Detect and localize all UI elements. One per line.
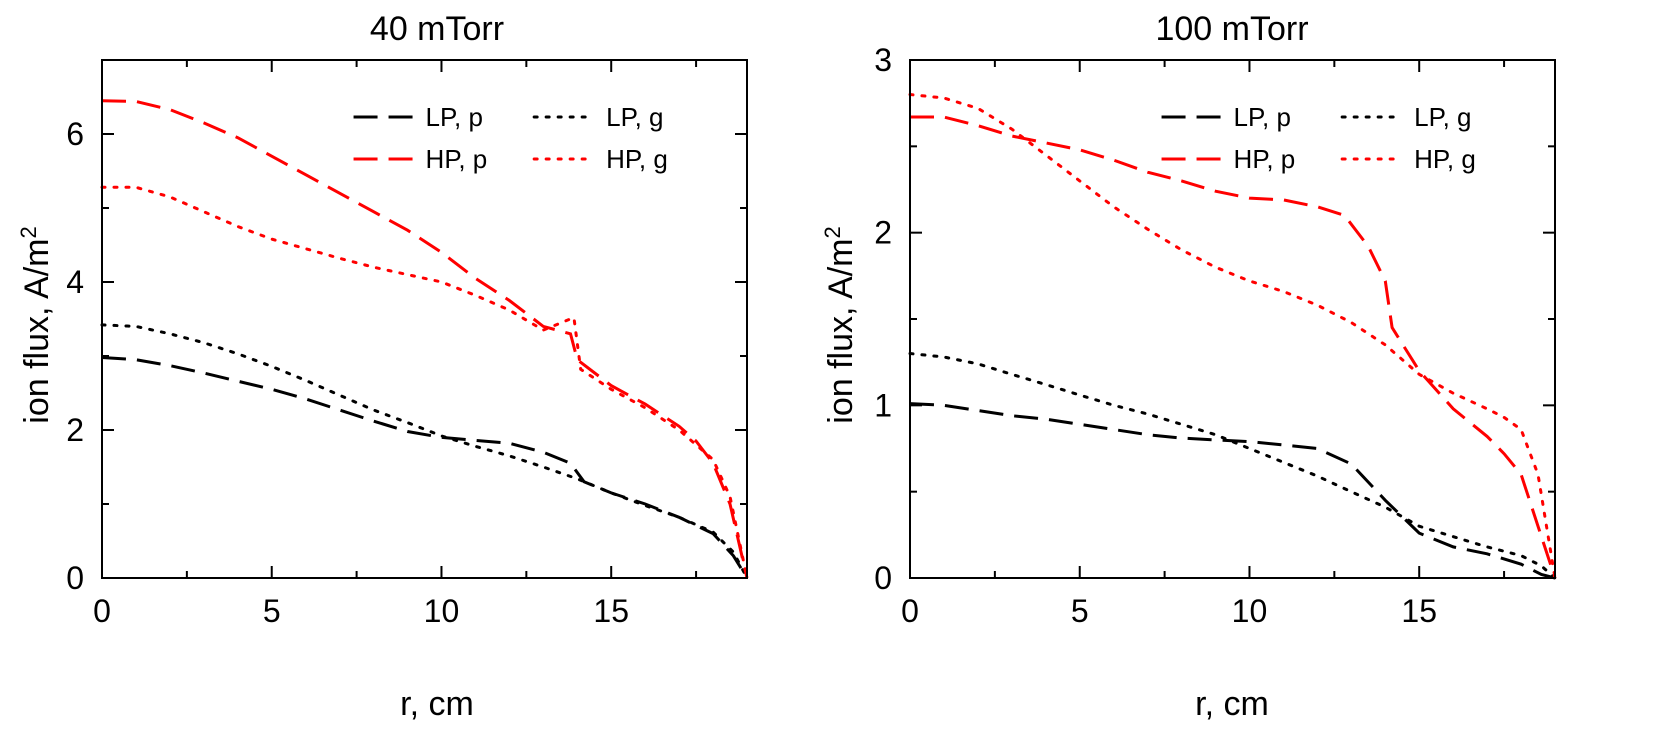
legend-label: LP, p — [1234, 102, 1291, 132]
axis-ticks: 0 5 10 15 0 2 4 6 — [66, 59, 747, 629]
series-lines — [908, 93, 1557, 580]
y-tick-label: 4 — [66, 264, 84, 300]
legend-label: LP, p — [426, 102, 483, 132]
chart-title: 40 mTorr — [370, 10, 504, 48]
x-tick-label: 0 — [901, 593, 919, 629]
series-line-lp-p — [101, 356, 749, 579]
legend-label: HP, p — [1234, 144, 1296, 174]
panel-40-mtorr: 40 mTorr r, cm ion flux, A/m2 0 5 10 150246… — [16, 10, 749, 723]
series-line-hp-p — [101, 99, 749, 579]
legend-label: LP, g — [1414, 102, 1471, 132]
x-tick-label: 10 — [424, 593, 460, 629]
legend-label: HP, p — [426, 144, 488, 174]
series-line-lp-p — [909, 402, 1556, 580]
y-tick-label: 6 — [66, 116, 84, 152]
series-line-lp-g — [908, 352, 1557, 580]
y-axis-label-superscript: 2 — [820, 226, 845, 238]
series-line-hp-g — [100, 185, 749, 580]
y-tick-label: 0 — [874, 560, 892, 596]
legend-label: HP, g — [606, 144, 668, 174]
x-tick-label: 0 — [93, 593, 111, 629]
x-tick-label: 10 — [1232, 593, 1268, 629]
y-tick-label: 2 — [874, 215, 892, 251]
x-tick-label: 15 — [593, 593, 629, 629]
y-tick-label: 3 — [874, 42, 892, 78]
plot-frame — [101, 59, 748, 579]
x-axis-label: r, cm — [400, 685, 474, 723]
x-tick-label: 5 — [263, 593, 281, 629]
y-axis-label: ion flux, A/m2 — [16, 226, 57, 423]
series-line-hp-g — [908, 93, 1557, 580]
y-tick-label: 0 — [66, 560, 84, 596]
series-lines — [100, 99, 749, 580]
y-axis-label: ion flux, A/m2 — [820, 226, 861, 423]
y-axis-label-superscript: 2 — [16, 226, 41, 238]
y-axis-label-main: ion flux, A/m — [822, 239, 860, 424]
axis-ticks: 0 5 10 15 0 1 2 3 — [874, 42, 1555, 629]
y-tick-label: 2 — [66, 412, 84, 448]
panel-100-mtorr: 100 mTorr r, cm ion flux, A/m2 0 5 10 15012… — [820, 10, 1557, 723]
legend-label: HP, g — [1414, 144, 1476, 174]
y-axis-label-main: ion flux, A/m — [18, 239, 56, 424]
legend: LP, p LP, g HP, p HP, g — [353, 102, 668, 174]
x-axis-label: r, cm — [1195, 685, 1269, 723]
y-tick-label: 1 — [874, 387, 892, 423]
series-line-lp-g — [100, 323, 749, 580]
x-tick-label: 15 — [1401, 593, 1437, 629]
legend: LP, p LP, g HP, p HP, g — [1161, 102, 1476, 174]
plot-frame — [909, 59, 1556, 579]
x-tick-label: 5 — [1071, 593, 1089, 629]
chart-title: 100 mTorr — [1155, 10, 1308, 48]
legend-label: LP, g — [606, 102, 663, 132]
series-line-hp-p — [910, 115, 1557, 579]
